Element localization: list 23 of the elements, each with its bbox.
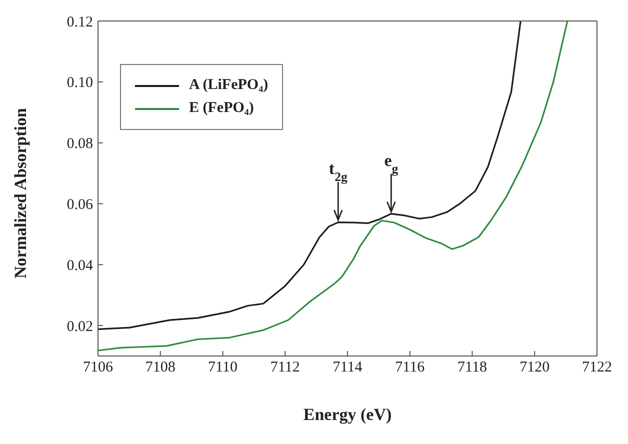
x-axis-title: Energy (eV) bbox=[303, 405, 392, 424]
line-series bbox=[98, 21, 522, 330]
legend-label: E (FePO₄) bbox=[189, 100, 254, 117]
y-tick-label: 0.08 bbox=[66, 136, 93, 152]
y-tick-label: 0.04 bbox=[66, 258, 94, 274]
y-tick-label: 0.06 bbox=[66, 197, 94, 214]
annotation: e$_{g}$ bbox=[384, 150, 399, 176]
x-tick-label: 7120 bbox=[520, 360, 550, 376]
x-tick-label: 7118 bbox=[458, 360, 487, 376]
x-tick-label: 7106 bbox=[83, 360, 114, 376]
legend-label: A (LiFePO₄) bbox=[189, 77, 268, 94]
y-tick-label: 0.12 bbox=[66, 14, 93, 30]
x-tick-label: 7114 bbox=[332, 360, 363, 376]
x-tick-label: 7110 bbox=[208, 360, 238, 376]
y-tick-label: 0.02 bbox=[66, 318, 93, 335]
y-tick-label: 0.10 bbox=[66, 75, 93, 92]
x-tick-label: 7122 bbox=[582, 360, 612, 376]
x-tick-label: 7108 bbox=[145, 360, 176, 376]
x-tick-label: 7112 bbox=[270, 360, 300, 376]
annotation: t$_{2g}$ bbox=[328, 159, 348, 184]
line-series bbox=[98, 21, 568, 352]
x-tick-label: 7116 bbox=[395, 360, 426, 376]
y-axis-title: Normalized Absorption bbox=[11, 107, 30, 278]
